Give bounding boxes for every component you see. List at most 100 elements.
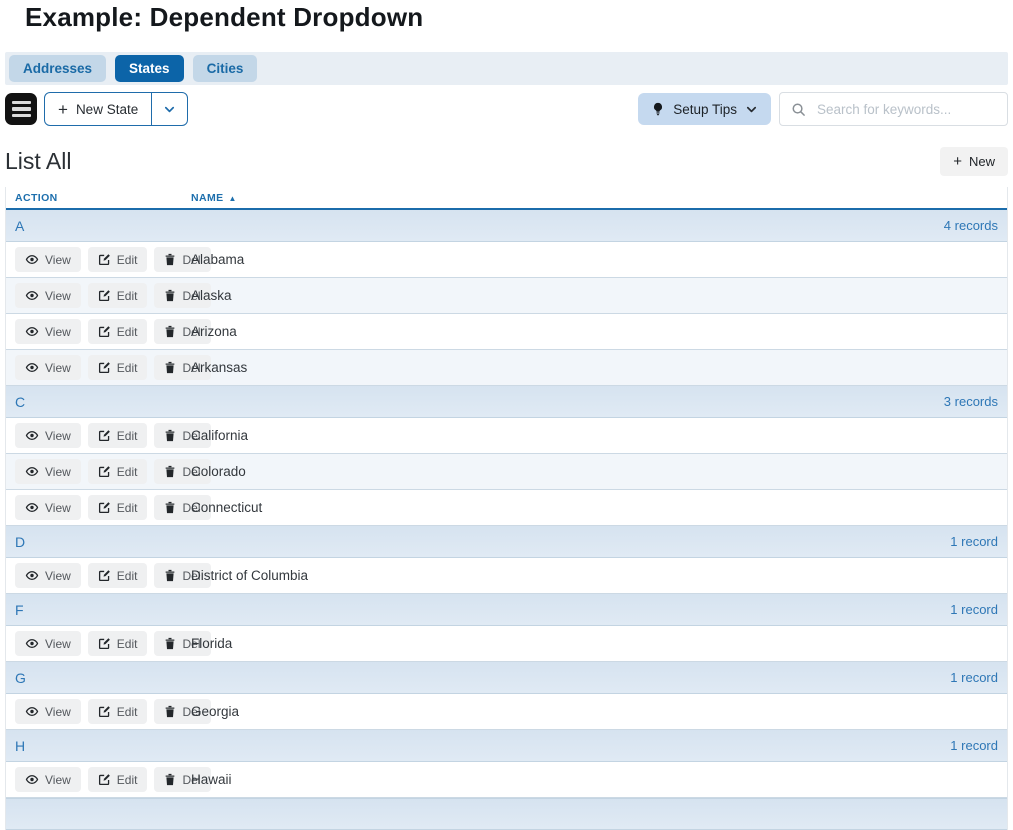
table-row: View Edit Del Alabama [6,242,1007,278]
view-button-label: View [45,464,71,479]
delete-button-label: Del [182,252,201,267]
group-letter: G [15,669,26,686]
view-button-label: View [45,428,71,443]
group-header[interactable]: H 1 record [6,730,1007,762]
edit-button-label: Edit [116,772,138,787]
eye-icon [25,290,39,301]
row-actions: View Edit Del [15,563,211,588]
edit-button[interactable]: Edit [87,459,148,484]
chevron-down-icon [165,106,175,112]
search-input[interactable] [815,100,996,118]
group-header[interactable]: G 1 record [6,662,1007,694]
trash-icon [166,501,175,514]
edit-button[interactable]: Edit [87,631,148,656]
trash-icon [166,253,175,266]
delete-button-label: Del [182,324,201,339]
plus-icon: + [58,99,68,119]
edit-button-label: Edit [116,252,138,267]
table-row: View Edit Del District of Columbia [6,558,1007,594]
new-state-button[interactable]: + New State [45,93,151,125]
view-button-label: View [45,324,71,339]
delete-button[interactable]: Del [154,247,211,272]
edit-button[interactable]: Edit [87,699,148,724]
edit-button-label: Edit [116,464,138,479]
group-letter: H [15,737,26,754]
column-header-action[interactable]: ACTION [15,192,58,204]
delete-button[interactable]: Del [154,631,211,656]
view-button[interactable]: View [15,631,81,656]
setup-tips-button[interactable]: Setup Tips [638,93,771,125]
tab-addresses[interactable]: Addresses [9,55,107,82]
eye-icon [25,706,39,717]
pencil-square-icon [98,326,110,338]
view-button[interactable]: View [15,283,81,308]
table-row: View Edit Del Arizona [6,314,1007,350]
view-button-label: View [45,360,71,375]
eye-icon [25,638,39,649]
delete-button[interactable]: Del [154,699,211,724]
group-header[interactable]: A 4 records [6,210,1007,242]
table-row: View Edit Del Colorado [6,454,1007,490]
state-name: California [191,428,249,443]
delete-button[interactable]: Del [154,767,211,792]
menu-button[interactable] [5,93,37,125]
new-button[interactable]: + New [940,147,1008,176]
delete-button[interactable]: Del [154,495,211,520]
view-button-label: View [45,288,71,303]
view-button[interactable]: View [15,423,81,448]
view-button[interactable]: View [15,319,81,344]
group-header[interactable]: D 1 record [6,526,1007,558]
view-button[interactable]: View [15,563,81,588]
delete-button[interactable]: Del [154,355,211,380]
edit-button[interactable]: Edit [87,283,148,308]
view-button[interactable]: View [15,495,81,520]
delete-button[interactable]: Del [154,459,211,484]
group-header-partial[interactable] [6,798,1007,830]
delete-button[interactable]: Del [154,423,211,448]
view-button-label: View [45,500,71,515]
toolbar: + New State Setup Tips [5,92,1008,126]
delete-button[interactable]: Del [154,283,211,308]
edit-button[interactable]: Edit [87,355,148,380]
group-header[interactable]: F 1 record [6,594,1007,626]
row-actions: View Edit Del [15,699,211,724]
view-button[interactable]: View [15,247,81,272]
view-button[interactable]: View [15,459,81,484]
eye-icon [25,362,39,373]
new-state-dropdown-toggle[interactable] [151,93,187,125]
delete-button[interactable]: Del [154,319,211,344]
state-name: Connecticut [191,500,263,515]
edit-button-label: Edit [116,324,138,339]
row-actions: View Edit Del [15,319,211,344]
tab-states[interactable]: States [115,55,184,82]
column-header-name[interactable]: NAME ▲ [191,192,237,204]
table-header: ACTION NAME ▲ [6,187,1007,210]
row-actions: View Edit Del [15,247,211,272]
group-header[interactable]: C 3 records [6,386,1007,418]
delete-button-label: Del [182,500,201,515]
view-button[interactable]: View [15,355,81,380]
group-record-count: 1 record [950,534,998,549]
delete-button[interactable]: Del [154,563,211,588]
view-button[interactable]: View [15,699,81,724]
state-name: Hawaii [191,772,232,787]
plus-icon: + [953,153,962,170]
row-actions: View Edit Del [15,283,211,308]
view-button-label: View [45,252,71,267]
edit-button[interactable]: Edit [87,767,148,792]
state-name: Colorado [191,464,246,479]
delete-button-label: Del [182,428,201,443]
view-button[interactable]: View [15,767,81,792]
edit-button[interactable]: Edit [87,495,148,520]
page-title: Example: Dependent Dropdown [25,2,424,32]
edit-button[interactable]: Edit [87,247,148,272]
edit-button[interactable]: Edit [87,423,148,448]
pencil-square-icon [98,774,110,786]
edit-button[interactable]: Edit [87,563,148,588]
group-record-count: 3 records [943,394,998,409]
edit-button[interactable]: Edit [87,319,148,344]
row-actions: View Edit Del [15,423,211,448]
tab-cities[interactable]: Cities [192,55,258,82]
trash-icon [166,569,175,582]
